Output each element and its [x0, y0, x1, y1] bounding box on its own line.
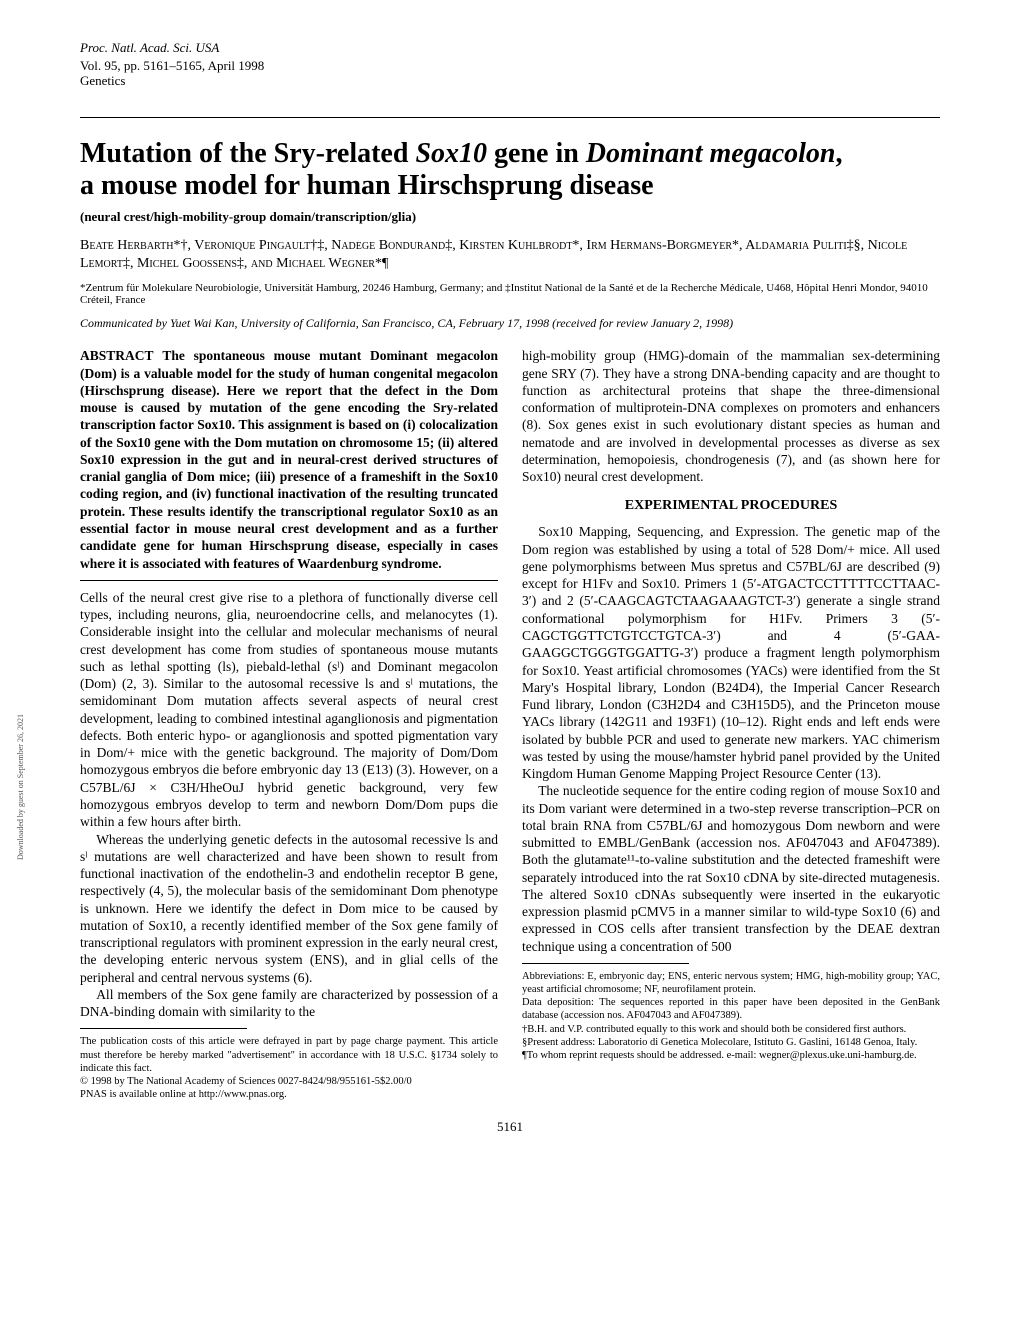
title-part-d: Dominant megacolon	[586, 138, 836, 169]
right-footnotes: Abbreviations: E, embryonic day; ENS, en…	[522, 970, 940, 1062]
page-root: Proc. Natl. Acad. Sci. USA Vol. 95, pp. …	[0, 0, 1020, 1165]
right-footnote-3: †B.H. and V.P. contributed equally to th…	[522, 1023, 940, 1036]
right-footnote-5: ¶To whom reprint requests should be addr…	[522, 1049, 940, 1062]
right-footnote-2: Data deposition: The sequences reported …	[522, 996, 940, 1022]
right-p1: high-mobility group (HMG)-domain of the …	[522, 347, 940, 485]
article-title: Mutation of the Sry-related Sox10 gene i…	[80, 138, 940, 202]
left-footnote-1: The publication costs of this article we…	[80, 1035, 498, 1074]
right-footnote-4: §Present address: Laboratorio di Genetic…	[522, 1036, 940, 1049]
left-footnote-3: PNAS is available online at http://www.p…	[80, 1088, 498, 1101]
left-column: ABSTRACT The spontaneous mouse mutant Do…	[80, 347, 498, 1101]
right-p2: Sox10 Mapping, Sequencing, and Expressio…	[522, 523, 940, 782]
download-notice: Downloaded by guest on September 26, 202…	[16, 714, 25, 860]
left-footnotes: The publication costs of this article we…	[80, 1035, 498, 1101]
abstract-lead: ABSTRACT	[80, 348, 154, 363]
left-p3: All members of the Sox gene family are c…	[80, 986, 498, 1021]
right-footnote-1: Abbreviations: E, embryonic day; ENS, en…	[522, 970, 940, 996]
abstract-rule	[80, 580, 498, 581]
keywords-line: (neural crest/high-mobility-group domain…	[80, 209, 940, 225]
rule-top	[80, 117, 940, 118]
right-footnote-rule	[522, 963, 689, 964]
left-p1: Cells of the neural crest give rise to a…	[80, 589, 498, 831]
right-column: high-mobility group (HMG)-domain of the …	[522, 347, 940, 1101]
left-footnote-2: © 1998 by The National Academy of Scienc…	[80, 1075, 498, 1088]
title-line2: a mouse model for human Hirschsprung dis…	[80, 170, 654, 201]
affiliations: *Zentrum für Molekulare Neurobiologie, U…	[80, 282, 940, 306]
left-footnote-rule	[80, 1028, 247, 1029]
two-column-body: ABSTRACT The spontaneous mouse mutant Do…	[80, 347, 940, 1101]
abstract-body: The spontaneous mouse mutant Dominant me…	[80, 348, 498, 570]
abstract-block: ABSTRACT The spontaneous mouse mutant Do…	[80, 347, 498, 571]
title-part-e: ,	[836, 138, 843, 169]
communicated-line: Communicated by Yuet Wai Kan, University…	[80, 316, 940, 331]
title-part-a: Mutation of the Sry-related	[80, 138, 415, 169]
methods-heading: EXPERIMENTAL PROCEDURES	[522, 497, 940, 515]
left-p2: Whereas the underlying genetic defects i…	[80, 831, 498, 986]
right-p3: The nucleotide sequence for the entire c…	[522, 782, 940, 955]
journal-name: Proc. Natl. Acad. Sci. USA	[80, 40, 940, 56]
page-number: 5161	[80, 1119, 940, 1135]
title-part-b: Sox10	[415, 138, 487, 169]
journal-volume: Vol. 95, pp. 5161–5165, April 1998	[80, 58, 940, 74]
title-part-c: gene in	[487, 138, 586, 169]
author-list: Beate Herbarth*†, Veronique Pingault†‡, …	[80, 237, 940, 275]
section-label: Genetics	[80, 73, 940, 89]
